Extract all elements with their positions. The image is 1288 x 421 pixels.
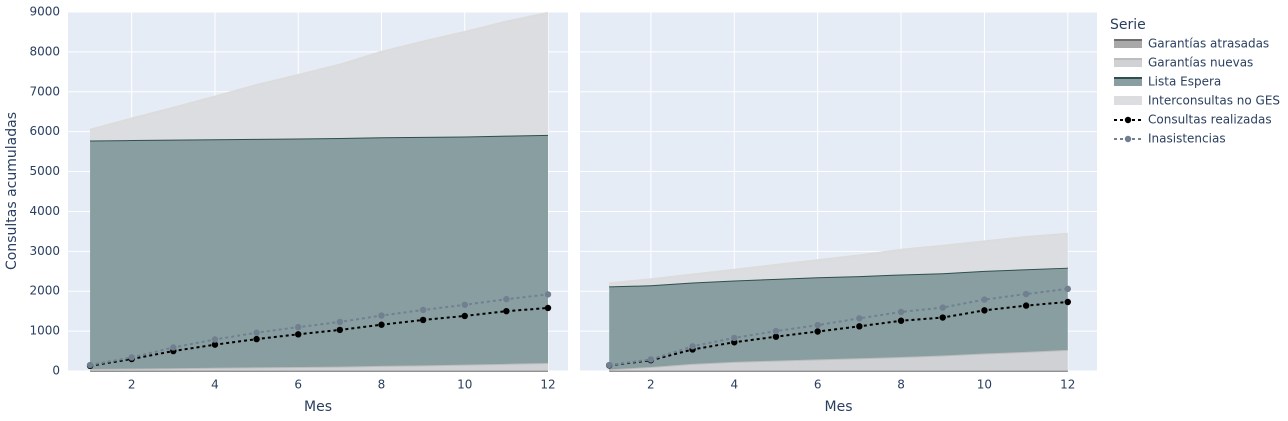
marker <box>211 341 219 348</box>
y-axis-label: Consultas acumuladas <box>4 112 20 270</box>
marker <box>86 361 94 369</box>
legend-swatch <box>1114 78 1142 86</box>
marker <box>772 333 780 340</box>
area-line <box>609 348 1068 371</box>
marker <box>503 307 510 315</box>
legend-swatch <box>1114 59 1142 67</box>
x-tick-label: 4 <box>730 378 738 392</box>
marker <box>503 296 510 303</box>
legend-label: Consultas realizadas <box>1148 113 1272 127</box>
y-tick-label: 1000 <box>29 324 60 338</box>
x-tick-label: 4 <box>211 378 219 392</box>
marker <box>814 328 821 335</box>
marker <box>939 314 946 321</box>
area <box>90 134 549 370</box>
y-tick-label: 9000 <box>29 5 60 19</box>
x-tick-label: 8 <box>378 378 386 392</box>
line <box>89 306 549 367</box>
marker <box>419 306 427 314</box>
legend-marker <box>1124 116 1132 124</box>
marker <box>814 321 821 329</box>
legend-marker <box>1124 135 1132 143</box>
y-tick-label: 8000 <box>29 44 60 58</box>
marker <box>689 343 696 350</box>
x-tick-label: 12 <box>540 378 555 392</box>
legend-label: Lista Espera <box>1148 75 1221 89</box>
marker <box>170 344 177 351</box>
marker <box>1064 298 1072 306</box>
legend-swatch <box>1114 40 1142 48</box>
marker <box>731 339 738 346</box>
marker <box>981 296 988 303</box>
marker <box>856 315 863 322</box>
marker <box>128 354 135 361</box>
marker <box>1064 285 1072 293</box>
area-line <box>609 232 1068 285</box>
x-tick-label: 8 <box>897 378 905 392</box>
marker <box>461 301 468 308</box>
area <box>609 233 1068 287</box>
x-tick-label: 10 <box>457 378 472 392</box>
x-tick-label: 6 <box>294 378 302 392</box>
marker <box>772 327 780 335</box>
marker <box>1022 290 1030 298</box>
legend-title: Serie <box>1110 17 1146 33</box>
legend-label: Garantías nuevas <box>1148 56 1253 70</box>
area-line <box>89 11 549 131</box>
marker <box>378 321 385 328</box>
y-tick-label: 3000 <box>29 244 60 258</box>
marker <box>605 361 613 369</box>
marker <box>731 334 738 342</box>
y-tick-label: 2000 <box>29 284 60 298</box>
marker <box>419 316 427 324</box>
legend-label: Interconsultas no GES <box>1148 94 1280 108</box>
marker <box>897 317 905 324</box>
marker <box>939 304 946 311</box>
x-tick-label: 2 <box>647 378 655 392</box>
marker <box>336 318 344 326</box>
marker <box>295 331 302 338</box>
marker <box>211 336 219 343</box>
marker <box>897 308 905 316</box>
y-tick-label: 7000 <box>29 84 60 98</box>
legend-label: Garantías atrasadas <box>1148 37 1269 51</box>
x-tick-label: 6 <box>814 378 822 392</box>
marker <box>544 304 552 312</box>
y-tick-label: 6000 <box>29 124 60 138</box>
y-tick-label: 0 <box>52 364 60 378</box>
x-axis-label: Mes <box>304 399 332 415</box>
legend-label: Inasistencias <box>1148 132 1226 146</box>
marker <box>336 326 344 334</box>
marker <box>544 291 552 298</box>
y-tick-label: 5000 <box>29 164 60 178</box>
legend-swatch <box>1114 97 1142 105</box>
line <box>609 300 1068 367</box>
marker <box>253 329 260 336</box>
x-tick-label: 2 <box>128 378 136 392</box>
y-tick-label: 4000 <box>29 204 60 218</box>
marker <box>253 335 260 343</box>
x-axis-label: Mes <box>825 399 853 415</box>
area <box>90 12 549 141</box>
line <box>89 293 549 367</box>
marker <box>1022 302 1030 309</box>
line <box>609 287 1068 367</box>
marker <box>856 323 863 330</box>
x-tick-label: 10 <box>977 378 992 392</box>
marker <box>461 312 468 320</box>
marker <box>981 307 988 314</box>
marker <box>295 323 302 331</box>
marker <box>647 356 655 363</box>
x-tick-label: 12 <box>1060 378 1075 392</box>
marker <box>378 312 385 319</box>
